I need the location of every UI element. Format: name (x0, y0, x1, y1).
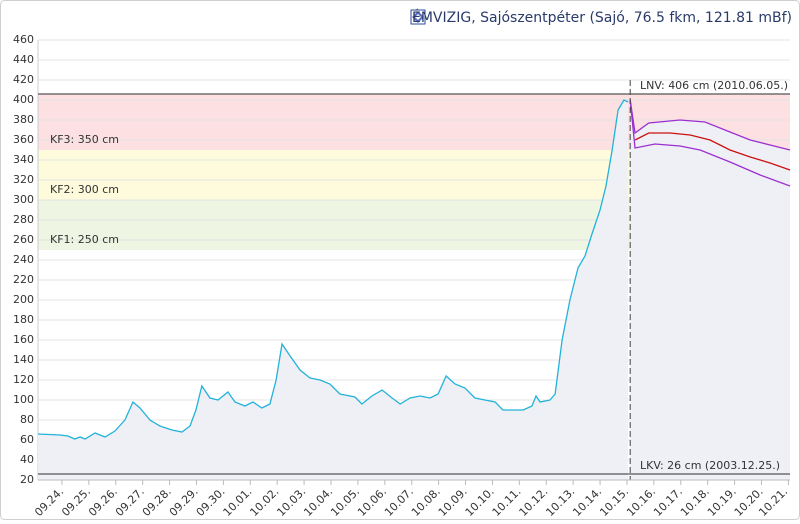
line (37, 99, 629, 440)
lines (37, 99, 791, 440)
y-tick-label: 460 (13, 33, 34, 46)
y-tick-label: 160 (13, 333, 34, 346)
y-tick-label: 280 (13, 213, 34, 226)
y-tick-label: 340 (13, 153, 34, 166)
y-tick-label: 260 (13, 233, 34, 246)
y-tick-label: 240 (13, 253, 34, 266)
y-tick-label: 140 (13, 353, 34, 366)
y-tick-label: 440 (13, 53, 34, 66)
y-tick-label: 40 (20, 453, 34, 466)
y-tick-label: 180 (13, 313, 34, 326)
station-icon (410, 9, 426, 25)
y-tick-label: 200 (13, 293, 34, 306)
line (634, 132, 791, 171)
line (629, 99, 791, 151)
threshold-label: KF2: 300 cm (50, 183, 119, 196)
y-tick-label: 20 (20, 473, 34, 486)
area (630, 100, 790, 480)
threshold-label: KF1: 250 cm (50, 233, 119, 246)
y-tick-label: 100 (13, 393, 34, 406)
y-tick-label: 360 (13, 133, 34, 146)
threshold-label: KF3: 350 cm (50, 133, 119, 146)
y-tick-label: 220 (13, 273, 34, 286)
y-tick-label: 80 (20, 413, 34, 426)
y-tick-label: 420 (13, 73, 34, 86)
y-tick-label: 300 (13, 193, 34, 206)
line (629, 99, 791, 187)
y-tick-label: 380 (13, 113, 34, 126)
y-tick-label: 60 (20, 433, 34, 446)
y-tick-label: 400 (13, 93, 34, 106)
area (38, 100, 629, 480)
y-tick-label: 320 (13, 173, 34, 186)
threshold-label: LKV: 26 cm (2003.12.25.) (640, 459, 780, 472)
y-tick-label: 120 (13, 373, 34, 386)
threshold-label: LNV: 406 cm (2010.06.05.) (640, 79, 788, 92)
chart-title: ÉMVIZIG, Sajószentpéter (Sajó, 76.5 fkm,… (412, 9, 792, 26)
areas (38, 100, 790, 480)
